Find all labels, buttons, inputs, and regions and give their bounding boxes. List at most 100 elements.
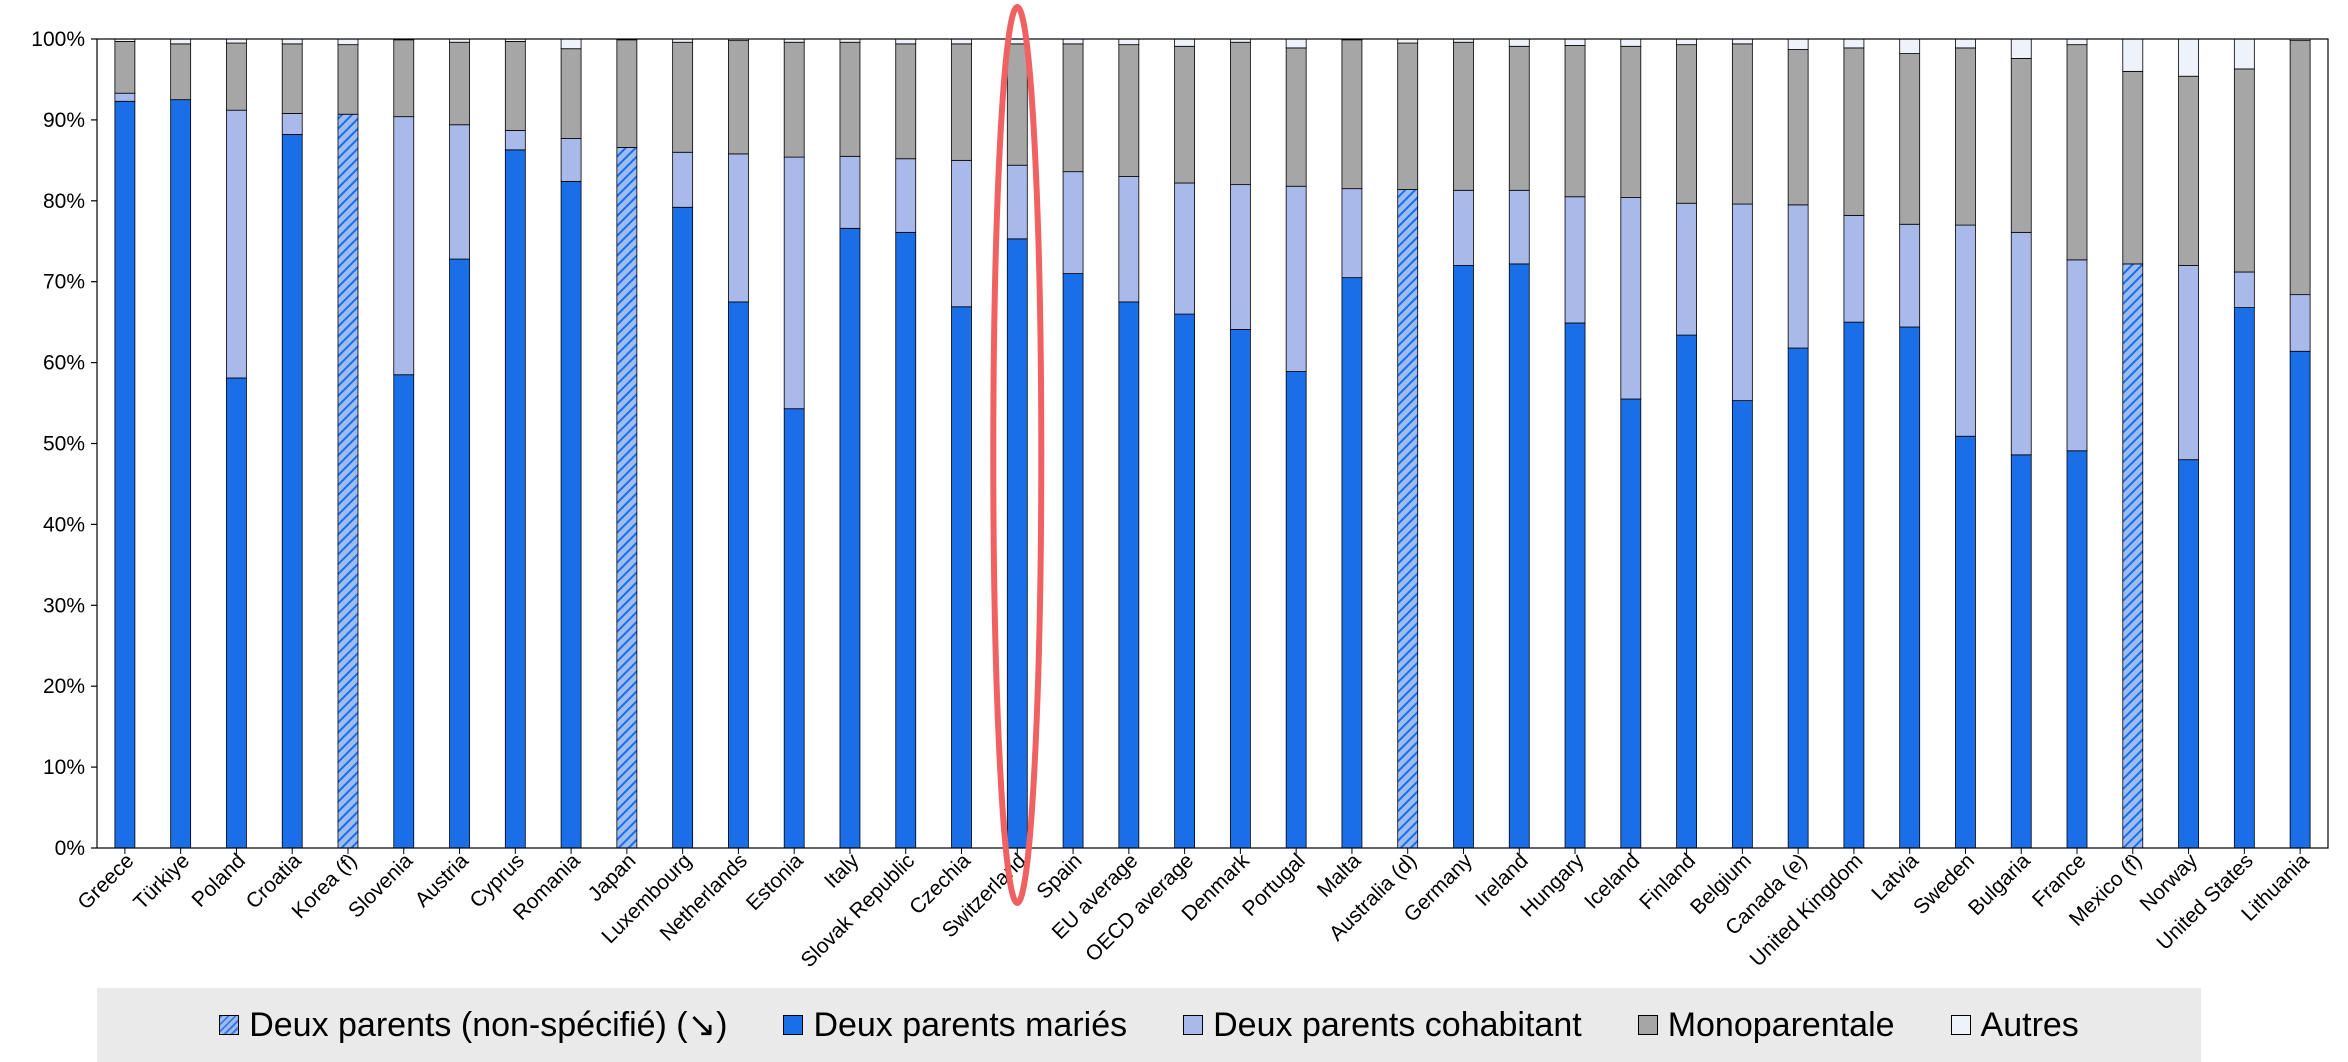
x-tick-label: Portugal [1238, 849, 1310, 921]
bar-segment-japan-s0 [616, 147, 638, 849]
legend-swatch [1183, 1015, 1204, 1035]
bar-segment-greece-s1 [114, 100, 136, 849]
y-tick-label: 70% [43, 271, 85, 294]
bar-segment-sweden-s1 [1955, 435, 1976, 849]
bar-segment-latvia-s1 [1899, 326, 1921, 849]
bar-segment-ireland-s4 [1508, 38, 1530, 47]
y-tick-label: 10% [43, 756, 85, 779]
bar-segment-estonia-s3 [783, 41, 805, 158]
bar-segment-australia-d--s0 [1397, 189, 1419, 849]
x-tick-label: Malta [1313, 849, 1366, 902]
bar-segment-united-states-s1 [2233, 307, 2255, 849]
bar-segment-france-s2 [2066, 259, 2088, 452]
bar-segment-hungary-s4 [1564, 38, 1586, 46]
bar-segment-austria-s2 [449, 124, 470, 260]
bar-segment-luxembourg-s1 [672, 206, 694, 849]
bar-segment-norway-s4 [2178, 38, 2199, 77]
bar-segment-united-kingdom-s3 [1843, 47, 1865, 216]
bar-segment-mexico-f--s3 [2122, 70, 2144, 265]
x-tick-label: Italy [820, 849, 864, 893]
plot-frame [96, 38, 2329, 849]
bar-segment-eu-average-s1 [1118, 301, 1140, 849]
bar-segment-slovak-republic-s2 [895, 158, 917, 233]
bar-segment-netherlands-s1 [728, 301, 749, 849]
bar-segment-bulgaria-s1 [2010, 454, 2032, 849]
bar-segment-croatia-s1 [281, 134, 303, 849]
bar-segment-iceland-s2 [1620, 197, 1642, 400]
x-tick-label: Spain [1032, 849, 1086, 903]
bar-segment-slovenia-s3 [393, 39, 415, 118]
bar-segment-latvia-s2 [1899, 223, 1921, 328]
bar-segment-t-rkiye-s1 [170, 99, 192, 849]
legend-label: Deux parents (non-spécifié) (↘) [249, 1006, 728, 1044]
y-axis: 0% 10% 20% 30% 40% 50% 60% 70% 80% 90% 100% [31, 28, 2329, 860]
bar-segment-poland-s2 [226, 109, 247, 379]
bar-segment-canada-e--s4 [1787, 38, 1809, 50]
bar-segment-norway-s2 [2178, 265, 2199, 461]
bar-segment-denmark-s3 [1229, 41, 1251, 186]
bar-segment-united-states-s3 [2233, 68, 2255, 273]
bar-segment-switzerland-s3 [1006, 43, 1028, 166]
x-tick-label: Iceland [1580, 849, 1644, 913]
legend-swatch [219, 1015, 240, 1035]
bar-segment-australia-d--s3 [1397, 42, 1419, 190]
legend-item: Deux parents cohabitant [1183, 1006, 1582, 1045]
bar-segment-bulgaria-s2 [2010, 231, 2032, 456]
bar-segment-france-s1 [2066, 450, 2088, 849]
y-tick-label: 50% [43, 433, 85, 456]
bar-segment-italy-s3 [839, 41, 861, 157]
bar-segment-luxembourg-s2 [672, 151, 694, 208]
bar-segment-austria-s3 [449, 41, 470, 126]
bar-segment-korea-f--s4 [337, 38, 359, 46]
bar-segment-finland-s2 [1676, 202, 1697, 336]
bar-segment-iceland-s4 [1620, 38, 1642, 47]
bar-segment-latvia-s4 [1899, 38, 1921, 54]
bar-segment-cyprus-s2 [504, 130, 526, 151]
bar-segment-poland-s3 [226, 42, 247, 111]
bar-segment-slovenia-s1 [393, 374, 415, 849]
x-tick-label: Türkiye [129, 849, 194, 914]
bar-segment-greece-s3 [114, 41, 136, 94]
bar-segment-portugal-s2 [1285, 185, 1307, 372]
bar-segment-romania-s3 [560, 48, 582, 139]
bar-segment-croatia-s2 [281, 113, 303, 135]
bar-segment-hungary-s1 [1564, 322, 1586, 849]
bar-segment-oecd-average-s4 [1174, 38, 1196, 47]
bar-segment-latvia-s3 [1899, 53, 1921, 225]
bar-segment-belgium-s3 [1731, 43, 1753, 205]
legend-item: Deux parents (non-spécifié) (↘) [219, 1005, 727, 1045]
bar-segment-canada-e--s2 [1787, 204, 1809, 349]
bars-layer [114, 38, 2311, 849]
bar-segment-poland-s4 [226, 38, 247, 44]
bar-segment-oecd-average-s2 [1174, 182, 1196, 315]
bar-segment-belgium-s1 [1731, 400, 1753, 849]
bar-segment-mexico-f--s0 [2122, 263, 2144, 849]
legend-label: Deux parents mariés [813, 1005, 1128, 1044]
bar-segment-germany-s3 [1453, 41, 1474, 191]
legend-swatch [783, 1015, 804, 1035]
bar-segment-greece-s2 [114, 92, 136, 102]
bar-segment-ireland-s2 [1508, 189, 1530, 265]
bar-segment-hungary-s2 [1564, 196, 1586, 324]
bar-segment-poland-s1 [226, 377, 247, 849]
highlight-ellipse [990, 4, 1045, 906]
bar-segment-denmark-s1 [1229, 329, 1251, 849]
legend-item: Monoparentale [1637, 1005, 1895, 1045]
bar-segment-croatia-s3 [281, 43, 303, 114]
legend-label: Autres [1980, 1005, 2079, 1044]
bar-segment-luxembourg-s3 [672, 41, 694, 153]
bar-segment-cyprus-s3 [504, 41, 526, 131]
bar-segment-lithuania-s3 [2289, 40, 2311, 296]
bar-segment-spain-s4 [1062, 38, 1084, 45]
bar-segment-united-kingdom-s1 [1843, 321, 1865, 849]
bar-segment-canada-e--s3 [1787, 49, 1809, 206]
bar-segment-romania-s1 [560, 180, 582, 849]
bar-segment-eu-average-s4 [1118, 38, 1140, 46]
legend-swatch [1950, 1015, 1971, 1035]
legend-label: Monoparentale [1667, 1005, 1895, 1044]
bar-segment-spain-s3 [1062, 43, 1084, 173]
bar-segment-t-rkiye-s3 [170, 43, 192, 101]
bar-segment-finland-s1 [1676, 334, 1697, 849]
y-tick-label: 80% [43, 190, 85, 213]
